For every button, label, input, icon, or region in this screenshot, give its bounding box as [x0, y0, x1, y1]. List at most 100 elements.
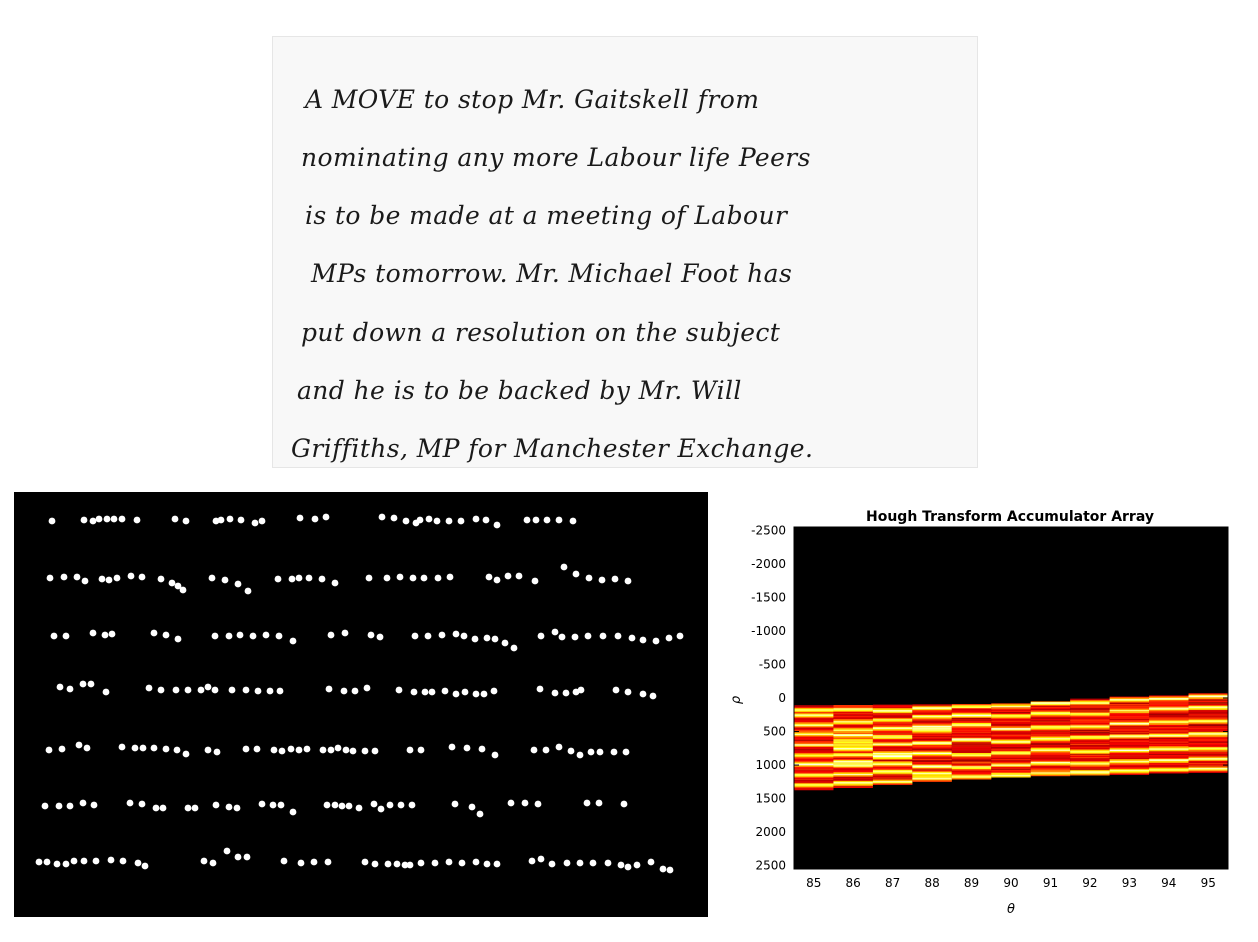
centroid-dot [226, 515, 234, 523]
heatmap-cell [794, 744, 834, 746]
heatmap-cell [794, 769, 834, 771]
centroid-dot [66, 685, 74, 693]
centroid-dot [266, 687, 274, 695]
heatmap-cell [1149, 761, 1189, 763]
heatmap-cell [794, 752, 834, 754]
heatmap-cell [1030, 770, 1071, 772]
centroid-dot [134, 859, 142, 867]
centroid-dot [471, 635, 479, 643]
heatmap-cell [951, 716, 992, 718]
heatmap-cell [1030, 732, 1071, 734]
heatmap-cell [1109, 765, 1150, 767]
heatmap-cell [1070, 707, 1110, 709]
heatmap-cell [912, 724, 952, 726]
heatmap-cell [833, 737, 873, 739]
heatmap-cell [951, 763, 992, 765]
heatmap-cell [1109, 747, 1150, 749]
heatmap-cell [951, 704, 992, 706]
centroid-dot [543, 516, 551, 524]
heatmap-cell [991, 775, 1031, 777]
heatmap-cell [1149, 763, 1189, 765]
heatmap-cell [1070, 735, 1110, 737]
centroid-dot [319, 746, 327, 754]
heatmap-cell [1149, 738, 1189, 740]
centroid-dot [461, 688, 469, 696]
heatmap-cell [912, 770, 952, 772]
heatmap-cell [833, 715, 873, 717]
centroid-dot [274, 575, 282, 583]
heatmap-cell [912, 764, 952, 766]
heatmap-cell [1149, 770, 1189, 772]
heatmap-cell [872, 720, 913, 722]
heatmap-cell [833, 717, 873, 719]
centroid-dot [295, 746, 303, 754]
heatmap-cell [794, 745, 834, 747]
heatmap-cell [1109, 715, 1150, 717]
heatmap-cell [1070, 736, 1110, 738]
heatmap-cell [951, 730, 992, 732]
heatmap-cell [912, 733, 952, 735]
heatmap-cell [912, 762, 952, 764]
heatmap-cell [1149, 772, 1189, 774]
heatmap-cell [1109, 771, 1150, 773]
centroid-dot [80, 857, 88, 865]
heatmap-cell [1109, 711, 1150, 713]
heatmap-cell [1030, 733, 1071, 735]
heatmap-cell [1030, 725, 1071, 727]
centroid-dot [276, 687, 284, 695]
heatmap-cell [872, 764, 913, 766]
heatmap-cell [1188, 738, 1228, 740]
heatmap-cell [951, 777, 992, 779]
heatmap-cell [1030, 712, 1071, 714]
heatmap-cell [1070, 720, 1110, 722]
centroid-dot [633, 861, 641, 869]
heatmap-cell [991, 752, 1031, 754]
centroid-dot [424, 632, 432, 640]
heatmap-cell [1109, 759, 1150, 761]
heatmap-cell [1188, 771, 1228, 773]
heatmap-cell [1070, 709, 1110, 711]
heatmap-cell [1188, 725, 1228, 727]
heatmap-cell [1149, 731, 1189, 733]
heatmap-cell [1188, 760, 1228, 762]
heatmap-cell [951, 710, 992, 712]
heatmap-cell [833, 747, 873, 749]
heatmap-cell [912, 741, 952, 743]
heatmap-cell [872, 783, 913, 785]
centroid-dot [225, 632, 233, 640]
heatmap-cell [991, 759, 1031, 761]
heatmap-cell [912, 769, 952, 771]
heatmap-cell [1149, 765, 1189, 767]
heatmap-cell [1188, 744, 1228, 747]
heatmap-cell [794, 765, 834, 767]
handwriting-line-6: and he is to be backed by Mr. Will [297, 376, 742, 405]
heatmap-cell [991, 752, 1031, 755]
x-tick-label: 86 [846, 876, 861, 890]
heatmap-cell [912, 760, 952, 762]
centroid-dot [401, 861, 409, 869]
centroid-dot [127, 572, 135, 580]
heatmap-cell [833, 723, 873, 725]
heatmap-cell [833, 738, 873, 740]
heatmap-cell [794, 772, 834, 774]
heatmap-cell [833, 756, 873, 758]
heatmap-cell [1149, 715, 1189, 717]
heatmap-cell [1109, 746, 1150, 748]
heatmap-cell [872, 775, 913, 777]
heatmap-cell [1188, 751, 1228, 753]
heatmap-cell [951, 736, 992, 738]
heatmap-cell [1109, 703, 1150, 705]
centroid-dot [35, 858, 43, 866]
heatmap-cell [951, 773, 992, 775]
heatmap-cell [872, 748, 913, 751]
heatmap-cell [1109, 737, 1150, 739]
heatmap-cell [872, 732, 913, 734]
heatmap-cell [1149, 736, 1189, 738]
heatmap-cell [1070, 714, 1110, 716]
heatmap-cell [912, 746, 952, 748]
heatmap-cell [1030, 702, 1071, 704]
heatmap-cell [991, 704, 1031, 706]
heatmap-cell [1109, 708, 1150, 710]
heatmap-cell [1149, 767, 1189, 769]
heatmap-cell [951, 715, 992, 717]
